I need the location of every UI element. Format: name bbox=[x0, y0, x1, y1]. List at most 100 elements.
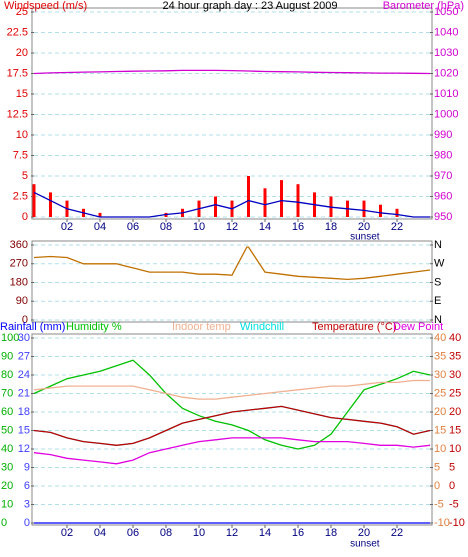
tick-label: 10 bbox=[449, 443, 461, 455]
legend-entry: Indoor temp bbox=[172, 321, 231, 333]
x-tick-label: 04 bbox=[94, 221, 106, 233]
tick-label: 35 bbox=[449, 350, 461, 362]
plot-frame bbox=[31, 7, 433, 220]
x-tick-label: 20 bbox=[358, 221, 370, 233]
tick-label: 360 bbox=[10, 239, 28, 251]
gust-bar bbox=[98, 212, 102, 217]
tick-label: 27 bbox=[18, 350, 30, 362]
x-tick-label: 14 bbox=[259, 221, 271, 233]
tick-label: 90 bbox=[1, 350, 13, 362]
tick-label: 70 bbox=[1, 387, 13, 399]
tick-label: 20 bbox=[16, 47, 28, 59]
x-tick-label: 02 bbox=[61, 527, 73, 539]
tick-label: 960 bbox=[434, 190, 452, 202]
x-tick-label: 04 bbox=[94, 527, 106, 539]
legend-entry: Windchill bbox=[240, 321, 284, 333]
tick-label: 20 bbox=[434, 406, 446, 418]
tick-label: 12 bbox=[18, 443, 30, 455]
x-tick-label: 18 bbox=[325, 527, 337, 539]
legend-entry: Dew Point bbox=[393, 321, 443, 333]
tick-label: -5 bbox=[449, 498, 459, 510]
gust-bar bbox=[280, 180, 283, 217]
x-tick-label: 06 bbox=[127, 527, 139, 539]
x-tick-label: 12 bbox=[226, 221, 238, 233]
sunset-label: sunset bbox=[350, 232, 380, 243]
tick-label: 0 bbox=[22, 211, 28, 223]
plot-frame bbox=[31, 240, 433, 323]
tick-label: 3 bbox=[24, 498, 30, 510]
legend-entry: Humidity % bbox=[66, 321, 122, 333]
tick-label: 0 bbox=[449, 480, 455, 492]
x-tick-label: 22 bbox=[391, 221, 403, 233]
x-tick-label: 10 bbox=[193, 527, 205, 539]
tick-label: 5 bbox=[22, 170, 28, 182]
tick-label: 990 bbox=[434, 129, 452, 141]
gust-bar bbox=[362, 200, 366, 217]
x-tick-label: 20 bbox=[358, 527, 370, 539]
tick-label: 980 bbox=[434, 149, 452, 161]
tick-label: 21 bbox=[18, 387, 30, 399]
x-tick-label: 16 bbox=[292, 527, 304, 539]
x-tick-label: 10 bbox=[193, 221, 205, 233]
gust-bar bbox=[32, 184, 36, 217]
tick-label: 950 bbox=[434, 211, 452, 223]
series-line bbox=[33, 437, 431, 465]
tick-label: 7.5 bbox=[13, 149, 28, 161]
gust-bar bbox=[214, 196, 217, 217]
tick-label: 100 bbox=[1, 332, 19, 344]
legend-entry: Temperature (°C) bbox=[312, 321, 396, 333]
tick-label: 30 bbox=[1, 461, 13, 473]
tick-label: 2.5 bbox=[13, 190, 28, 202]
series-line bbox=[33, 69, 431, 75]
tick-label: 20 bbox=[449, 406, 461, 418]
tick-label: 18 bbox=[18, 406, 30, 418]
tick-label: E bbox=[434, 295, 441, 307]
tick-label: 9 bbox=[24, 461, 30, 473]
x-tick-label: 06 bbox=[127, 221, 139, 233]
tick-label: 22.5 bbox=[7, 26, 28, 38]
tick-label: 0 bbox=[1, 517, 7, 529]
series-line bbox=[33, 246, 431, 281]
x-tick-label: 08 bbox=[160, 221, 172, 233]
tick-label: 10 bbox=[434, 443, 446, 455]
tick-label: 970 bbox=[434, 170, 452, 182]
tick-label: 5 bbox=[449, 461, 455, 473]
tick-label: 60 bbox=[1, 406, 13, 418]
tick-label: W bbox=[434, 258, 445, 270]
tick-label: 25 bbox=[434, 387, 446, 399]
x-tick-label: 16 bbox=[292, 221, 304, 233]
tick-label: S bbox=[434, 276, 441, 288]
right-axis-title: Barometer (hPa) bbox=[383, 0, 464, 12]
tick-label: 30 bbox=[434, 369, 446, 381]
tick-label: 15 bbox=[449, 424, 461, 436]
tick-label: 80 bbox=[1, 369, 13, 381]
series-line bbox=[33, 359, 431, 450]
tick-label: -10 bbox=[449, 517, 465, 529]
series-line bbox=[33, 379, 430, 400]
tick-label: 1050 bbox=[434, 6, 458, 18]
tick-label: 90 bbox=[16, 295, 28, 307]
sunset-label: sunset bbox=[350, 539, 380, 550]
tick-label: 0 bbox=[434, 480, 440, 492]
tick-label: 10 bbox=[16, 129, 28, 141]
tick-label: 0 bbox=[22, 314, 28, 326]
tick-label: -5 bbox=[434, 498, 444, 510]
legend-entry: Rainfall (mm) bbox=[0, 321, 65, 333]
tick-label: 30 bbox=[449, 369, 461, 381]
tick-label: 0 bbox=[24, 517, 30, 529]
gust-bar bbox=[49, 192, 52, 217]
tick-label: 1010 bbox=[434, 88, 458, 100]
tick-label: 15 bbox=[434, 424, 446, 436]
tick-label: 180 bbox=[10, 276, 28, 288]
tick-label: 20 bbox=[1, 480, 13, 492]
tick-label: 10 bbox=[1, 498, 13, 510]
tick-label: 1020 bbox=[434, 67, 458, 79]
tick-label: 5 bbox=[434, 461, 440, 473]
tick-label: 25 bbox=[449, 387, 461, 399]
tick-label: 15 bbox=[16, 88, 28, 100]
left-axis-title: Windspeed (m/s) bbox=[4, 0, 87, 12]
tick-label: N bbox=[434, 239, 442, 251]
tick-label: 15 bbox=[18, 424, 30, 436]
tick-label: 1030 bbox=[434, 47, 458, 59]
x-tick-label: 02 bbox=[61, 221, 73, 233]
